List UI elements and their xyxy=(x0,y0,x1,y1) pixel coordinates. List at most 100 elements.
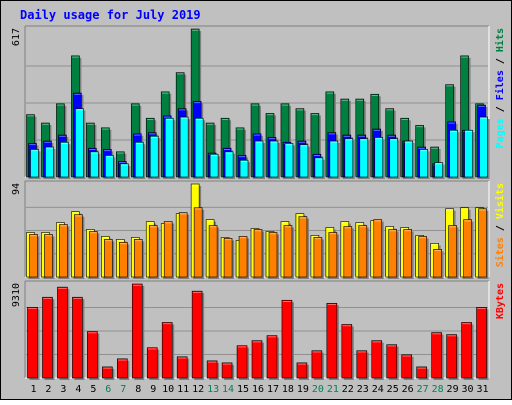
sites-bar-day-18 xyxy=(283,225,294,279)
hits-bar-day-9-highlight xyxy=(147,119,154,120)
pages-bar-day-11-face xyxy=(179,116,189,178)
sites-bar-day-18-highlight xyxy=(284,226,292,228)
kbytes-bar-day-11-highlight xyxy=(177,357,187,359)
files-bar-day-31-highlight xyxy=(478,105,485,107)
kbytes-bar-day-19-face xyxy=(296,362,308,379)
pages-bar-day-3-face xyxy=(60,141,69,178)
sites-bar-day-15 xyxy=(238,236,250,279)
x-label-day-3: 3 xyxy=(60,384,66,395)
kbytes-bar-day-20-face xyxy=(311,350,323,379)
panel-bottom: 9310 KBytes xyxy=(11,280,506,380)
sites-bar-day-11-face xyxy=(178,212,188,278)
kbytes-bar-day-14-highlight xyxy=(222,363,232,365)
pages-bar-day-2 xyxy=(45,146,56,179)
sites-bar-day-20-highlight xyxy=(314,238,322,240)
kbytes-bar-day-16 xyxy=(251,340,265,380)
pages-bar-day-6-face xyxy=(105,155,114,178)
sites-bar-day-13-highlight xyxy=(209,226,217,228)
hits-bar-day-18-highlight xyxy=(281,104,289,106)
sites-bar-day-14-highlight xyxy=(224,239,232,241)
pages-bar-day-4-face xyxy=(75,108,84,178)
pages-bar-day-26-highlight xyxy=(405,141,412,143)
kbytes-bar-day-12-face xyxy=(191,290,203,379)
pages-bar-day-6 xyxy=(105,155,116,179)
files-bar-day-22-highlight xyxy=(343,135,351,137)
pages-bar-day-17 xyxy=(269,140,280,179)
kbytes-bar-day-30-face xyxy=(461,322,472,379)
sites-bar-day-29 xyxy=(448,225,459,279)
kbytes-bar-day-17-face xyxy=(266,335,278,379)
pages-bar-day-2-highlight xyxy=(46,147,53,149)
sites-bar-day-22-face xyxy=(343,226,353,278)
sites-bar-day-1-face xyxy=(29,234,38,278)
kbytes-bar-day-7 xyxy=(117,358,130,380)
pages-bar-day-14-highlight xyxy=(225,152,233,154)
x-label-day-8: 8 xyxy=(135,384,141,395)
sites-bar-day-26-highlight xyxy=(404,230,411,232)
sites-bar-day-16-highlight xyxy=(254,230,262,232)
sites-bar-day-11 xyxy=(178,212,190,279)
sites-bar-day-13 xyxy=(208,225,220,279)
pages-bar-day-3-highlight xyxy=(61,143,68,144)
sites-bar-day-20-face xyxy=(313,237,323,278)
sites-bar-day-4-highlight xyxy=(75,215,82,217)
visits-bar-day-5-highlight xyxy=(87,230,94,232)
kbytes-bar-day-26-highlight xyxy=(402,355,411,357)
kbytes-bar-day-21-face xyxy=(326,302,338,379)
kbytes-bar-day-2 xyxy=(42,296,55,380)
pages-bar-day-22-highlight xyxy=(345,139,353,141)
visits-bar-day-21-highlight xyxy=(326,228,334,230)
pages-bar-day-3 xyxy=(60,141,71,179)
kbytes-bar-day-15-highlight xyxy=(237,346,247,348)
pages-bar-day-8-face xyxy=(134,141,144,178)
pages-bar-day-24-highlight xyxy=(375,138,382,140)
hits-bar-day-25-highlight xyxy=(386,109,393,111)
kbytes-bar-day-23 xyxy=(356,350,369,380)
pages-bar-day-19-highlight xyxy=(300,145,308,147)
pages-bar-day-28 xyxy=(434,162,445,179)
kbytes-bar-day-18-highlight xyxy=(282,301,292,302)
visits-bar-day-6-highlight xyxy=(102,237,109,239)
visits-bar-day-25-highlight xyxy=(386,227,393,229)
panel-mid-ymax-label: 94 xyxy=(11,183,22,195)
pages-bar-day-28-highlight xyxy=(435,163,442,165)
panel-top-ymax-label: 617 xyxy=(11,28,22,46)
x-label-day-26: 26 xyxy=(402,384,414,395)
kbytes-bar-day-8 xyxy=(131,283,145,380)
sites-bar-day-23-highlight xyxy=(359,226,366,228)
sites-bar-day-3-face xyxy=(59,224,68,278)
pages-bar-day-17-highlight xyxy=(270,141,278,143)
sites-bar-day-23 xyxy=(358,225,369,279)
hits-bar-day-16-highlight xyxy=(251,104,259,106)
kbytes-bar-day-27-face xyxy=(416,366,427,379)
kbytes-bar-day-4-highlight xyxy=(73,298,82,299)
sites-bar-day-7 xyxy=(119,242,130,279)
pages-bar-day-27 xyxy=(419,149,430,179)
kbytes-bar-day-31 xyxy=(476,307,489,380)
kbytes-bar-day-26 xyxy=(401,354,414,380)
x-label-day-20: 20 xyxy=(312,384,324,395)
pages-bar-day-22 xyxy=(344,138,355,179)
sites-bar-day-22 xyxy=(343,226,354,279)
visits-bar-day-30-highlight xyxy=(461,208,468,210)
sites-bar-day-29-face xyxy=(448,225,457,278)
kbytes-bar-day-6-face xyxy=(102,366,113,379)
pages-bar-day-15 xyxy=(239,159,251,179)
pages-bar-day-27-face xyxy=(419,149,428,178)
sites-bar-day-27-highlight xyxy=(419,237,426,239)
files-bar-day-2-highlight xyxy=(44,141,51,143)
pages-bar-day-28-face xyxy=(434,162,443,178)
kbytes-bar-day-22-face xyxy=(341,324,353,379)
pages-bar-day-9-face xyxy=(149,135,159,178)
sites-bar-day-30-highlight xyxy=(464,220,471,222)
kbytes-bar-day-1-highlight xyxy=(28,308,37,310)
x-label-day-9: 9 xyxy=(150,384,156,395)
kbytes-bar-day-30 xyxy=(461,322,474,380)
sites-bar-day-2-highlight xyxy=(45,235,52,237)
kbytes-bar-day-14-face xyxy=(221,362,233,379)
pages-bar-day-18-highlight xyxy=(285,144,293,146)
pages-bar-day-27-highlight xyxy=(420,150,427,152)
kbytes-bar-day-17-highlight xyxy=(267,336,277,338)
